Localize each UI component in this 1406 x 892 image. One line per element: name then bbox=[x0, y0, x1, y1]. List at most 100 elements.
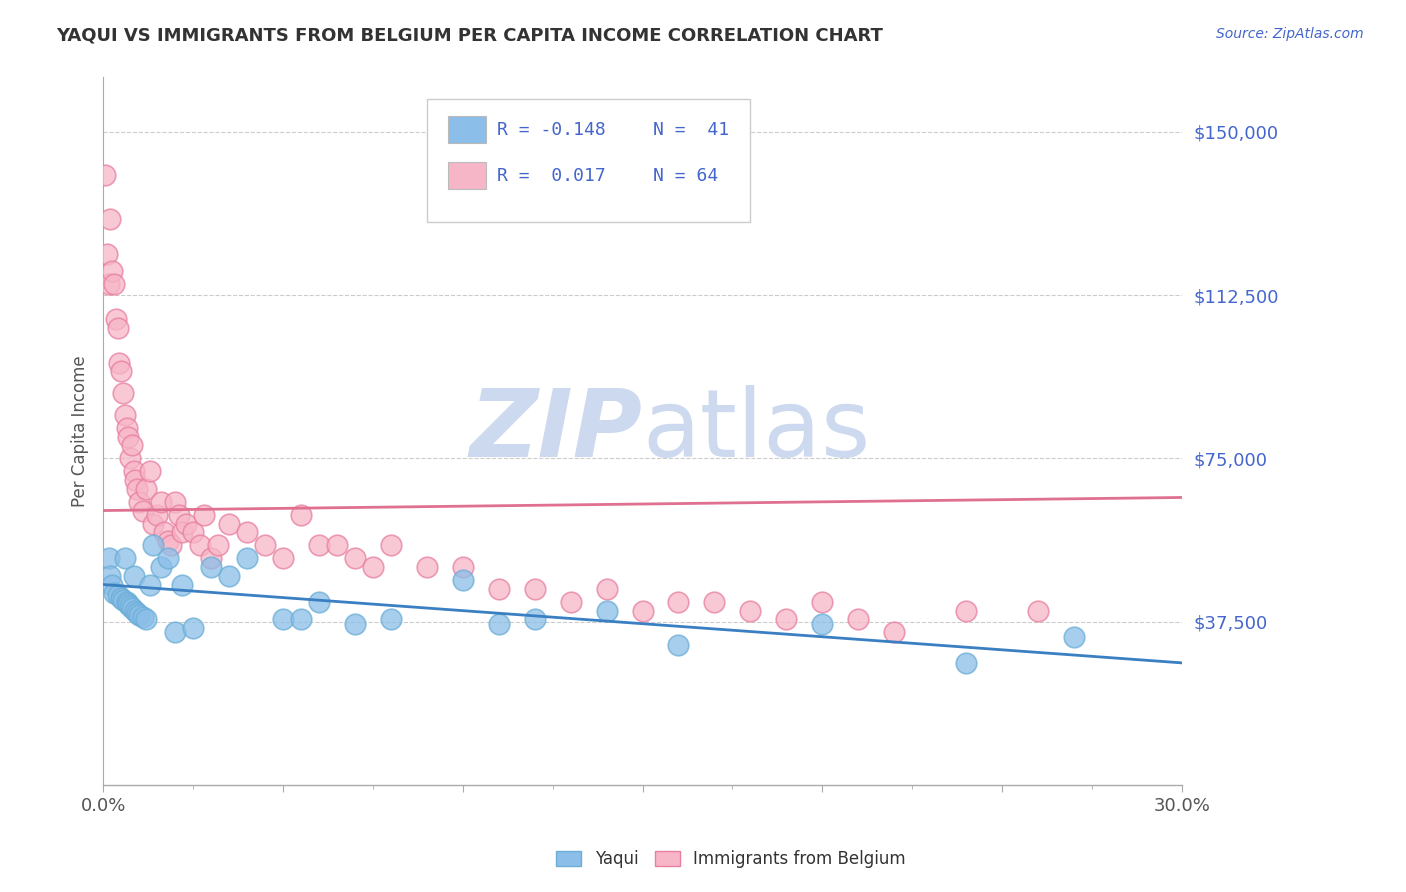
Point bbox=[361, 560, 384, 574]
Point bbox=[343, 616, 366, 631]
Point bbox=[172, 577, 194, 591]
Point bbox=[488, 616, 510, 631]
Point bbox=[107, 320, 129, 334]
Point bbox=[101, 264, 124, 278]
Point bbox=[146, 508, 169, 522]
Point bbox=[416, 560, 439, 574]
Point bbox=[811, 616, 834, 631]
Point bbox=[955, 604, 977, 618]
Point bbox=[149, 560, 172, 574]
Point bbox=[103, 586, 125, 600]
Point bbox=[811, 595, 834, 609]
Point bbox=[135, 482, 157, 496]
Point bbox=[101, 577, 124, 591]
Point bbox=[165, 625, 187, 640]
Point bbox=[181, 621, 204, 635]
Point bbox=[595, 582, 617, 596]
Point bbox=[451, 573, 474, 587]
Point bbox=[595, 604, 617, 618]
Point bbox=[110, 591, 132, 605]
Point bbox=[631, 604, 654, 618]
Text: R =  0.017: R = 0.017 bbox=[496, 168, 606, 186]
Point bbox=[271, 612, 294, 626]
Point bbox=[290, 508, 312, 522]
Point bbox=[668, 639, 690, 653]
Point bbox=[108, 355, 131, 369]
Point bbox=[451, 560, 474, 574]
Y-axis label: Per Capita Income: Per Capita Income bbox=[72, 355, 89, 507]
Point bbox=[883, 625, 905, 640]
Text: atlas: atlas bbox=[643, 385, 870, 477]
Point bbox=[139, 577, 162, 591]
Point bbox=[218, 569, 240, 583]
Point bbox=[115, 595, 138, 609]
Point bbox=[156, 551, 179, 566]
Text: YAQUI VS IMMIGRANTS FROM BELGIUM PER CAPITA INCOME CORRELATION CHART: YAQUI VS IMMIGRANTS FROM BELGIUM PER CAP… bbox=[56, 27, 883, 45]
Point bbox=[174, 516, 197, 531]
Point bbox=[167, 508, 190, 522]
Point bbox=[1063, 630, 1085, 644]
Point bbox=[308, 595, 330, 609]
Point bbox=[104, 312, 127, 326]
Point bbox=[110, 364, 132, 378]
Point bbox=[121, 601, 143, 615]
Legend: Yaqui, Immigrants from Belgium: Yaqui, Immigrants from Belgium bbox=[550, 844, 912, 875]
Text: N = 64: N = 64 bbox=[654, 168, 718, 186]
Point bbox=[1026, 604, 1049, 618]
Point bbox=[165, 495, 187, 509]
Point bbox=[121, 438, 143, 452]
Point bbox=[172, 525, 194, 540]
Point bbox=[94, 169, 117, 183]
Point bbox=[160, 538, 183, 552]
FancyBboxPatch shape bbox=[449, 116, 486, 144]
Point bbox=[207, 538, 229, 552]
Point bbox=[200, 551, 222, 566]
Point bbox=[139, 464, 162, 478]
Point bbox=[188, 538, 211, 552]
Point bbox=[111, 386, 134, 401]
Point bbox=[127, 606, 149, 620]
Point bbox=[131, 503, 153, 517]
Point bbox=[142, 516, 165, 531]
Point bbox=[253, 538, 276, 552]
Point bbox=[114, 551, 136, 566]
Point bbox=[153, 525, 176, 540]
Point bbox=[142, 538, 165, 552]
Point bbox=[181, 525, 204, 540]
Text: R = -0.148: R = -0.148 bbox=[496, 121, 606, 139]
Point bbox=[96, 246, 118, 260]
Text: Source: ZipAtlas.com: Source: ZipAtlas.com bbox=[1216, 27, 1364, 41]
Point bbox=[122, 569, 145, 583]
Point bbox=[122, 464, 145, 478]
Text: ZIP: ZIP bbox=[470, 385, 643, 477]
Point bbox=[111, 592, 134, 607]
Point bbox=[846, 612, 869, 626]
Point bbox=[775, 612, 797, 626]
Point bbox=[97, 551, 120, 566]
Point bbox=[135, 612, 157, 626]
Point bbox=[117, 429, 139, 443]
Point bbox=[380, 612, 402, 626]
Point bbox=[128, 495, 150, 509]
Point bbox=[343, 551, 366, 566]
Point bbox=[271, 551, 294, 566]
Point bbox=[380, 538, 402, 552]
Point bbox=[117, 597, 139, 611]
Point bbox=[308, 538, 330, 552]
Point bbox=[124, 604, 146, 618]
Point bbox=[156, 534, 179, 549]
Point bbox=[98, 211, 121, 226]
Point bbox=[97, 277, 120, 292]
Point bbox=[703, 595, 725, 609]
Text: N =  41: N = 41 bbox=[654, 121, 730, 139]
Point bbox=[115, 421, 138, 435]
FancyBboxPatch shape bbox=[427, 99, 751, 222]
Point bbox=[560, 595, 582, 609]
Point bbox=[326, 538, 349, 552]
Point bbox=[488, 582, 510, 596]
Point bbox=[120, 451, 142, 466]
Point bbox=[193, 508, 215, 522]
Point bbox=[523, 582, 546, 596]
Point bbox=[128, 607, 150, 622]
Point bbox=[740, 604, 762, 618]
